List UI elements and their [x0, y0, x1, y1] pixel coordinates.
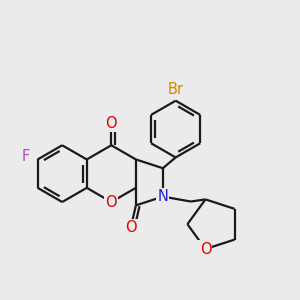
Text: O: O [125, 220, 136, 235]
Text: O: O [106, 194, 117, 209]
Text: O: O [200, 242, 211, 256]
Text: O: O [106, 116, 117, 130]
Text: F: F [22, 149, 30, 164]
Text: Br: Br [168, 82, 184, 97]
Text: N: N [158, 189, 168, 204]
